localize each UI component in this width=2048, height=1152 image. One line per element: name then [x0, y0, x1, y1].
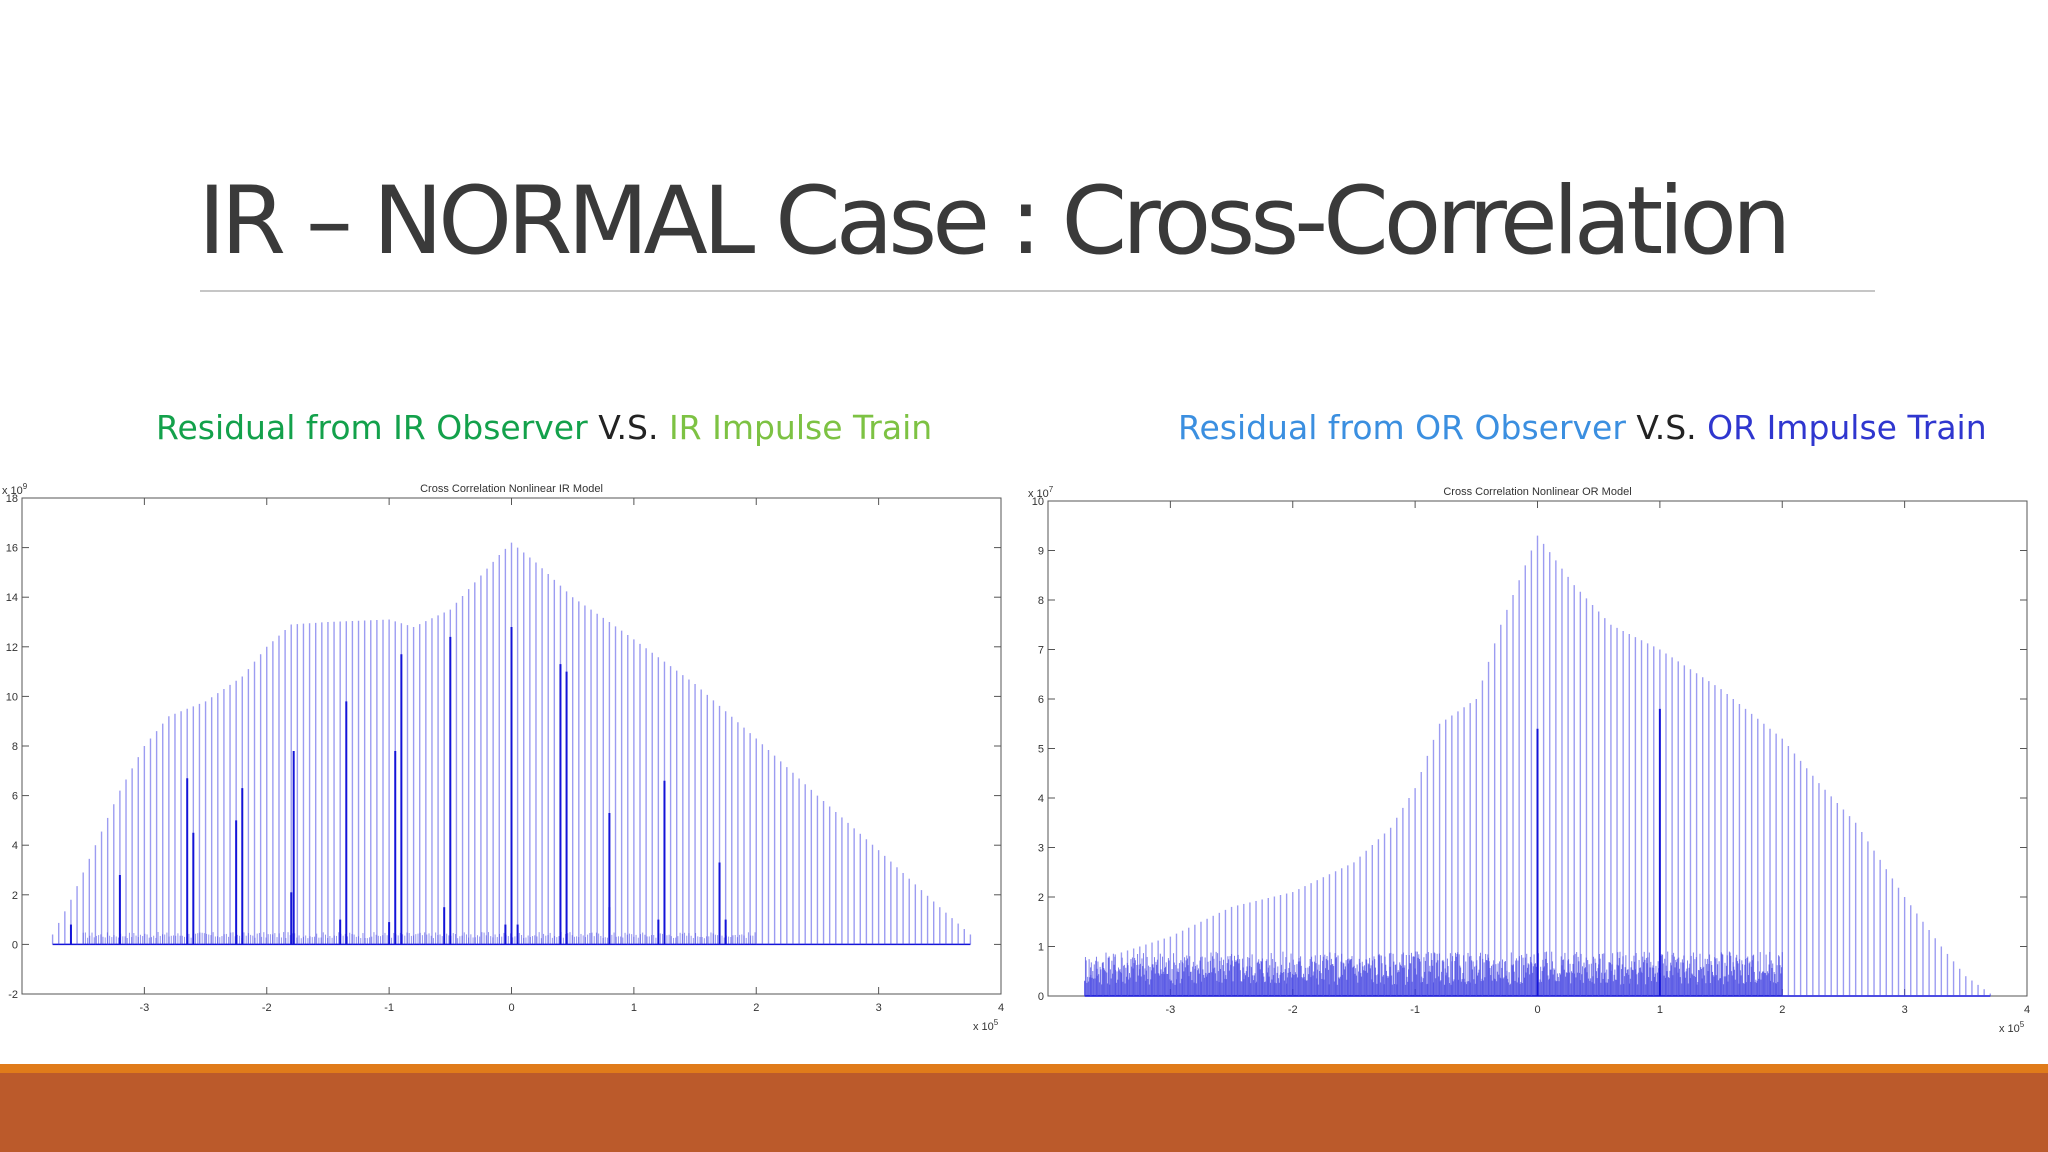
- or-noise-band: [1084, 951, 1783, 996]
- or-xtick-label: 0: [1534, 1004, 1540, 1016]
- or-stems: [1084, 535, 1991, 996]
- ir-plot-title: Cross Correlation Nonlinear IR Model: [420, 483, 603, 495]
- ir-xtick-label: 3: [876, 1002, 882, 1014]
- ir-y-multiplier: x 109: [2, 482, 28, 497]
- ir-ytick-label: 8: [12, 741, 18, 753]
- or-chart-svg: Cross Correlation Nonlinear OR Model x 10…: [1028, 485, 2030, 1035]
- or-xtick-label: -1: [1410, 1004, 1420, 1016]
- ir-cross-correlation-chart: Cross Correlation Nonlinear IR Model x 10…: [0, 478, 1010, 1040]
- or-ytick-label: 9: [1038, 546, 1044, 558]
- ir-xtick-label: 1: [631, 1002, 637, 1014]
- caption-left-impulse: IR Impulse Train: [668, 408, 933, 447]
- ir-ytick-label: 12: [6, 642, 18, 654]
- ir-xtick-label: -3: [139, 1002, 149, 1014]
- or-ytick-label: 8: [1038, 595, 1044, 607]
- or-y-multiplier: x 107: [1028, 485, 1054, 500]
- caption-right-vs: V.S.: [1636, 408, 1697, 447]
- or-xtick-label-end: 4: [2024, 1004, 2030, 1016]
- ir-ytick-label: 0: [12, 939, 18, 951]
- or-x-multiplier: x 105: [1999, 1020, 2025, 1035]
- ir-ytick-label: -2: [8, 989, 18, 1001]
- or-ytick-label: 6: [1038, 694, 1044, 706]
- or-ytick-label: 0: [1038, 991, 1044, 1003]
- ir-xtick-label: 2: [753, 1002, 759, 1014]
- ir-xtick-label: 0: [508, 1002, 514, 1014]
- ir-stems: [51, 542, 972, 945]
- or-ytick-label: 1: [1038, 942, 1044, 954]
- or-ytick-label: 2: [1038, 892, 1044, 904]
- ir-ytick-label: 14: [6, 592, 18, 604]
- footer-accent-stripe: [0, 1064, 2048, 1073]
- or-ytick-label: 4: [1038, 793, 1044, 805]
- ir-chart-svg: Cross Correlation Nonlinear IR Model x 10…: [2, 482, 1004, 1033]
- caption-right-impulse: OR Impulse Train: [1707, 408, 1987, 447]
- left-chart-caption: Residual from IR Observer V.S. IR Impuls…: [156, 407, 932, 450]
- caption-left-vs: V.S.: [598, 408, 659, 447]
- slide-title: IR – NORMAL Case : Cross-Correlation: [198, 167, 1791, 276]
- ir-xtick-label: -1: [384, 1002, 394, 1014]
- or-xtick-label: -2: [1288, 1004, 1298, 1016]
- ir-ytick-label: 16: [6, 543, 18, 555]
- ir-xtick-label: -2: [262, 1002, 272, 1014]
- ir-highlight-spikes: [69, 626, 727, 945]
- or-ytick-label: 10: [1032, 496, 1044, 508]
- or-xtick-label: 1: [1657, 1004, 1663, 1016]
- ir-ytick-label: 2: [12, 890, 18, 902]
- or-xtick-label: 2: [1779, 1004, 1785, 1016]
- or-xtick-label: -3: [1165, 1004, 1175, 1016]
- or-xtick-label: 3: [1902, 1004, 1908, 1016]
- ir-ytick-label: 18: [6, 493, 18, 505]
- or-highlight-spikes: [1536, 708, 1661, 996]
- or-cross-correlation-chart: Cross Correlation Nonlinear OR Model x 10…: [1025, 478, 2048, 1040]
- or-plot-title: Cross Correlation Nonlinear OR Model: [1443, 486, 1631, 498]
- or-ytick-label: 7: [1038, 645, 1044, 657]
- or-ytick-label: 5: [1038, 744, 1044, 756]
- title-divider: [200, 290, 1875, 292]
- ir-ytick-label: 10: [6, 691, 18, 703]
- ir-xtick-label-end: 4: [998, 1002, 1004, 1014]
- ir-ytick-label: 6: [12, 791, 18, 803]
- footer-band: [0, 1073, 2048, 1152]
- caption-right-residual: Residual from OR Observer: [1178, 408, 1626, 447]
- ir-ytick-label: 4: [12, 840, 18, 852]
- caption-left-residual: Residual from IR Observer: [156, 408, 588, 447]
- right-chart-caption: Residual from OR Observer V.S. OR Impuls…: [1178, 407, 1987, 450]
- or-ytick-label: 3: [1038, 843, 1044, 855]
- ir-x-multiplier: x 105: [973, 1018, 999, 1033]
